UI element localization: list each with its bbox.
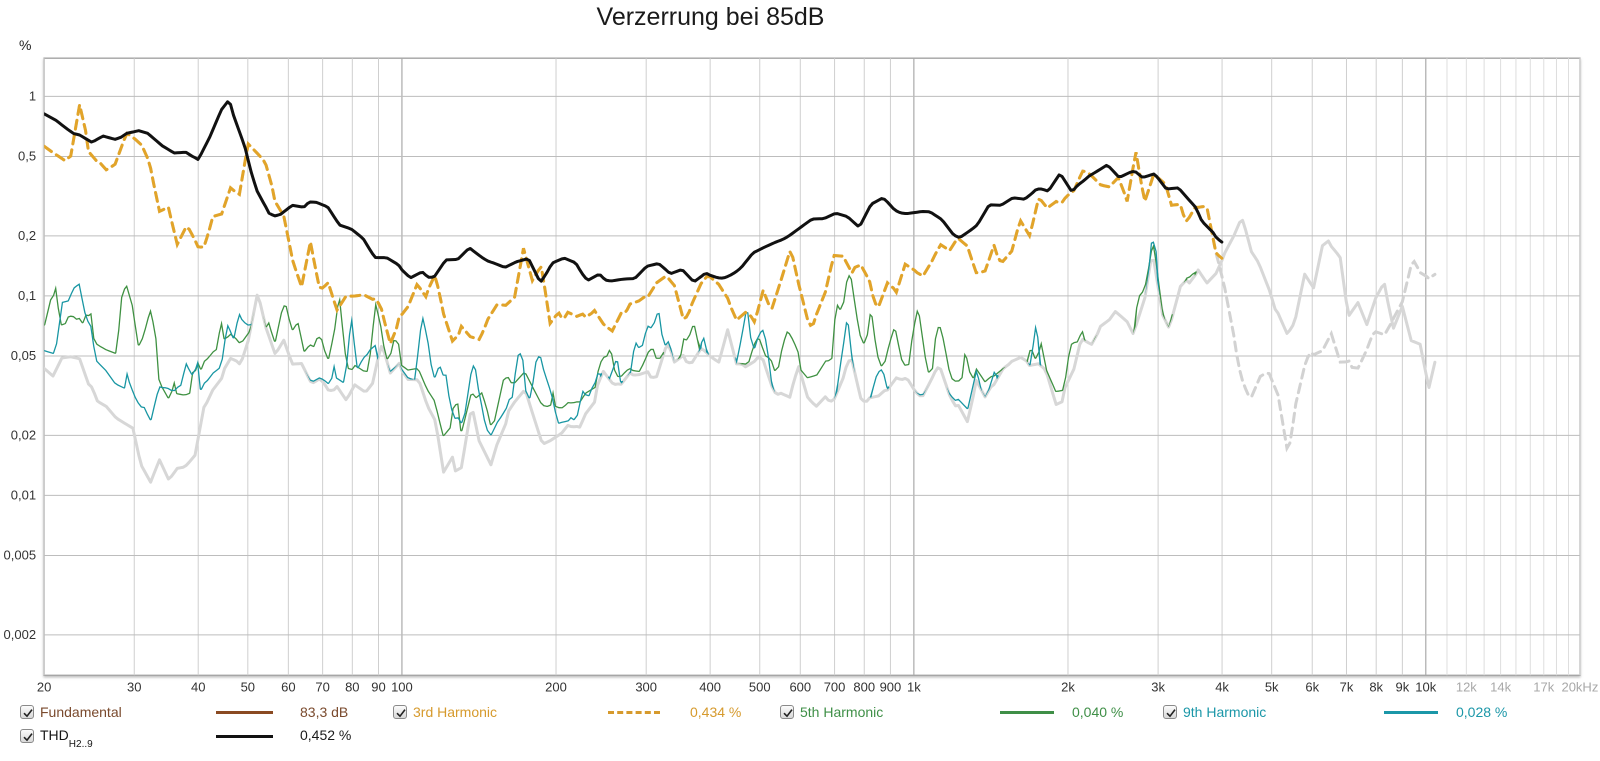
svg-text:17k: 17k [1533, 679, 1554, 694]
svg-text:4k: 4k [1215, 679, 1229, 694]
svg-text:40: 40 [191, 679, 205, 694]
svg-text:0,2: 0,2 [18, 228, 36, 243]
svg-text:200: 200 [545, 679, 567, 694]
svg-text:0,005: 0,005 [4, 547, 37, 562]
svg-text:20kHz: 20kHz [1561, 679, 1598, 694]
svg-text:100: 100 [391, 679, 413, 694]
svg-text:800: 800 [853, 679, 875, 694]
svg-text:7k: 7k [1340, 679, 1354, 694]
svg-text:90: 90 [371, 679, 385, 694]
svg-text:0,5: 0,5 [18, 148, 36, 163]
svg-text:8k: 8k [1369, 679, 1383, 694]
svg-text:%: % [19, 37, 31, 53]
svg-text:2k: 2k [1061, 679, 1075, 694]
svg-text:12k: 12k [1456, 679, 1477, 694]
svg-text:400: 400 [699, 679, 721, 694]
svg-text:1: 1 [29, 88, 36, 103]
svg-text:3k: 3k [1151, 679, 1165, 694]
svg-text:5k: 5k [1265, 679, 1279, 694]
svg-text:50: 50 [241, 679, 255, 694]
svg-text:1k: 1k [907, 679, 921, 694]
svg-text:10k: 10k [1415, 679, 1436, 694]
svg-text:0,1: 0,1 [18, 288, 36, 303]
svg-text:300: 300 [635, 679, 657, 694]
svg-text:70: 70 [315, 679, 329, 694]
svg-text:6k: 6k [1305, 679, 1319, 694]
svg-text:500: 500 [749, 679, 771, 694]
svg-text:20: 20 [37, 679, 51, 694]
svg-text:600: 600 [789, 679, 811, 694]
svg-text:14k: 14k [1490, 679, 1511, 694]
svg-text:0,002: 0,002 [4, 627, 37, 642]
svg-text:900: 900 [880, 679, 902, 694]
svg-text:0,01: 0,01 [11, 487, 36, 502]
svg-text:0,02: 0,02 [11, 427, 36, 442]
svg-text:80: 80 [345, 679, 359, 694]
svg-text:30: 30 [127, 679, 141, 694]
svg-text:0,05: 0,05 [11, 348, 36, 363]
svg-text:9k: 9k [1396, 679, 1410, 694]
svg-text:700: 700 [824, 679, 846, 694]
svg-text:60: 60 [281, 679, 295, 694]
